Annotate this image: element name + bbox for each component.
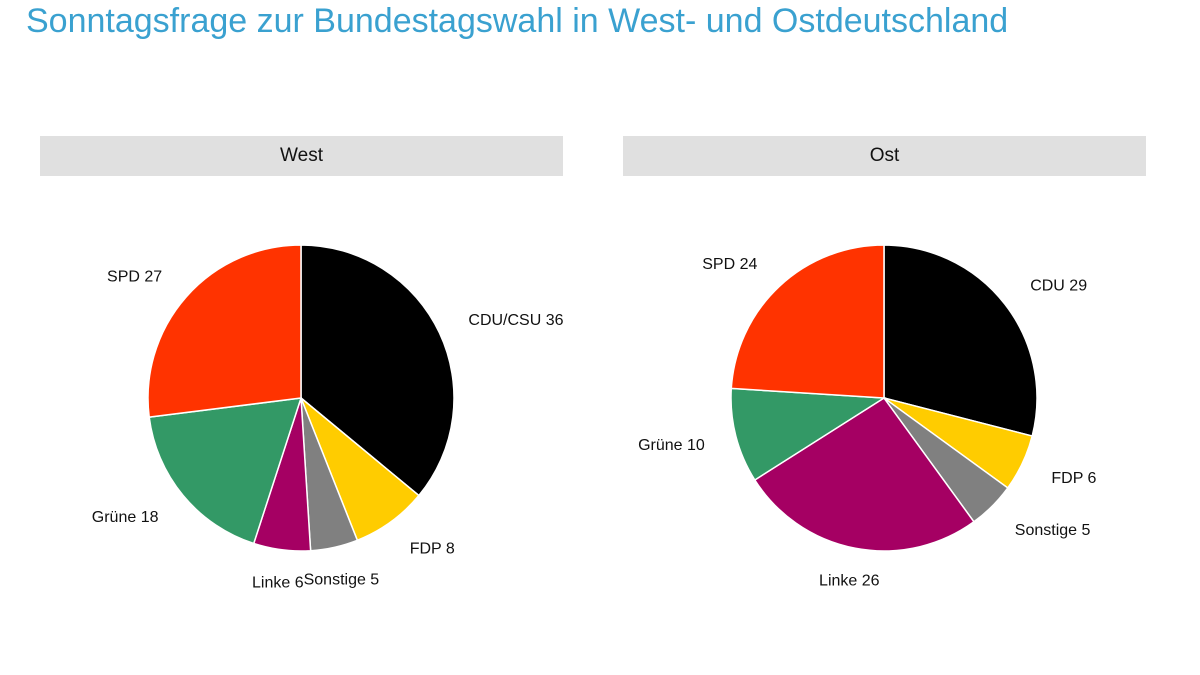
- slice-label-west-linke: Linke 6: [252, 575, 304, 592]
- pie-slice-ost-cdu: [883, 244, 1038, 437]
- pie-slice-ost-spd: [730, 244, 885, 399]
- chart-panel-ost: Ost CDU 29 FDP 6 Sonstige 5 Linke 26 Grüne 1…: [623, 136, 1146, 606]
- panel-header-ost: Ost: [623, 136, 1146, 176]
- panel-header-west: West: [40, 136, 563, 176]
- pie-slice-west-cdu-csu: [300, 244, 455, 497]
- chart-panel-west: West CDU/CSU 36 FDP 8 Sonstige 5 Linke 6 Grü…: [40, 136, 564, 606]
- slice-label-ost-spd: SPD 24: [702, 256, 757, 273]
- slice-label-west-fdp: FDP 8: [410, 541, 455, 558]
- pie-slice-west-gruene: [148, 397, 303, 545]
- pie-slice-ost-linke: [753, 396, 975, 552]
- page-title: Sonntagsfrage zur Bundestagswahl in West…: [26, 2, 1009, 40]
- slice-label-ost-cdu: CDU 29: [1030, 278, 1087, 295]
- pie-slice-ost-gruene: [730, 387, 887, 482]
- pie-slice-west-spd: [147, 244, 302, 419]
- slice-label-west-cdu-csu: CDU/CSU 36: [468, 312, 563, 329]
- slice-label-ost-linke: Linke 26: [819, 573, 880, 590]
- slice-label-west-spd: SPD 27: [107, 269, 162, 286]
- slice-label-west-gruene: Grüne 18: [92, 509, 159, 526]
- slice-label-ost-sonstige: Sonstige 5: [1015, 522, 1091, 539]
- slice-label-ost-fdp: FDP 6: [1051, 470, 1096, 487]
- pie-chart-ost: CDU 29 FDP 6 Sonstige 5 Linke 26 Grüne 10 SPD…: [638, 244, 1097, 590]
- slice-label-west-sonstige: Sonstige 5: [304, 572, 380, 589]
- slice-label-ost-gruene: Grüne 10: [638, 437, 705, 454]
